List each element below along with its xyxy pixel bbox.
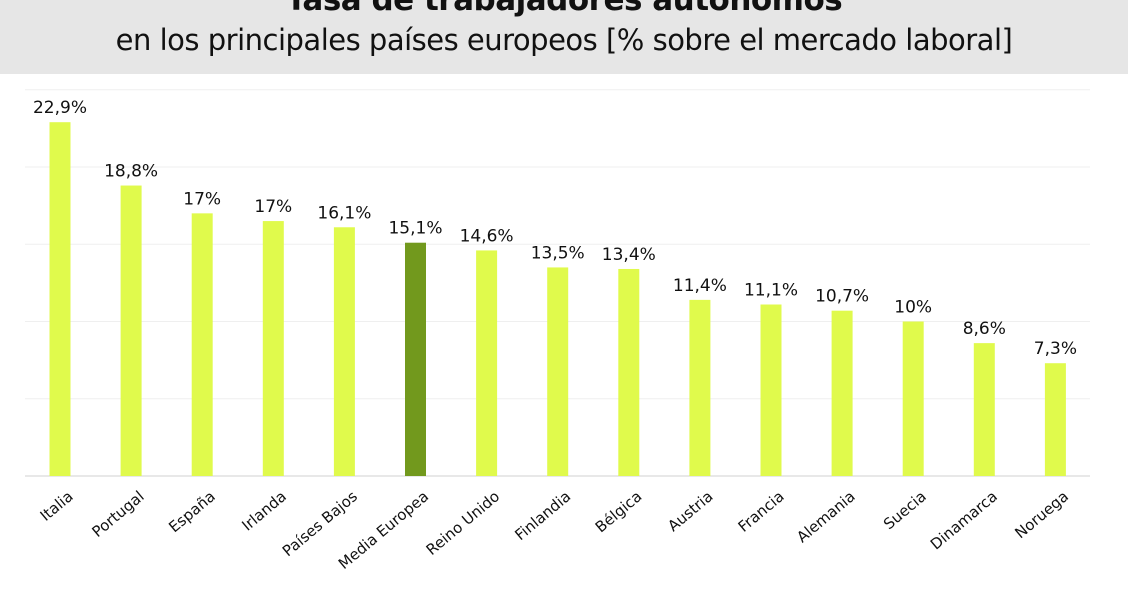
bar-9	[689, 299, 711, 476]
bar-13	[973, 343, 995, 476]
bar-chart: 22,9% 18,8% 17% 17% 16,1% 15,1% 14,6% 13,5% 13,4…	[25, 89, 1090, 573]
tick-label-2: España	[165, 487, 218, 536]
data-label-11: 10,7%	[815, 287, 869, 307]
tick-label-9: Austria	[664, 487, 716, 535]
bar-14	[1044, 363, 1066, 476]
bar-1	[120, 185, 142, 476]
bar-8	[618, 268, 640, 476]
bar-11	[831, 310, 853, 476]
tick-label-8: Bélgica	[592, 487, 646, 536]
data-label-6: 14,6%	[460, 226, 514, 246]
tick-label-1: Portugal	[89, 487, 148, 541]
bar-2	[191, 213, 213, 476]
tick-label-0: Italia	[37, 487, 77, 525]
tick-label-10: Francia	[735, 487, 788, 536]
bar-5	[405, 242, 426, 476]
data-label-9: 11,4%	[673, 276, 727, 296]
data-label-10: 11,1%	[744, 281, 798, 301]
data-label-1: 18,8%	[104, 162, 158, 182]
bar-3	[262, 221, 284, 476]
tick-label-3: Irlanda	[238, 487, 290, 534]
data-label-0: 22,9%	[33, 98, 87, 118]
chart-header: Tasa de trabajadores autónomos en los pr…	[0, 0, 1128, 74]
data-label-4: 16,1%	[317, 203, 371, 223]
tick-label-13: Dinamarca	[927, 487, 1001, 553]
tick-label-11: Alemania	[793, 487, 858, 546]
bar-0	[49, 122, 71, 476]
tick-label-6: Reino Unido	[423, 487, 503, 559]
tick-label-12: Suecia	[880, 487, 930, 533]
bar-7	[547, 267, 569, 476]
data-label-13: 8,6%	[963, 319, 1006, 339]
tick-label-14: Noruega	[1011, 487, 1072, 542]
bar-10	[760, 304, 782, 476]
data-label-14: 7,3%	[1034, 339, 1077, 359]
data-label-3: 17%	[254, 197, 292, 217]
bar-6	[476, 250, 498, 476]
chart-title: Tasa de trabajadores autónomos	[285, 0, 843, 18]
bar-4	[333, 227, 355, 476]
chart-subtitle: en los principales países europeos [% so…	[115, 23, 1013, 57]
data-label-8: 13,4%	[602, 245, 656, 265]
data-label-7: 13,5%	[531, 243, 585, 263]
data-label-2: 17%	[183, 189, 221, 209]
bar-12	[902, 321, 924, 476]
data-label-5: 15,1%	[388, 219, 442, 239]
tick-label-7: Finlandia	[511, 487, 574, 544]
data-label-12: 10%	[894, 298, 932, 318]
